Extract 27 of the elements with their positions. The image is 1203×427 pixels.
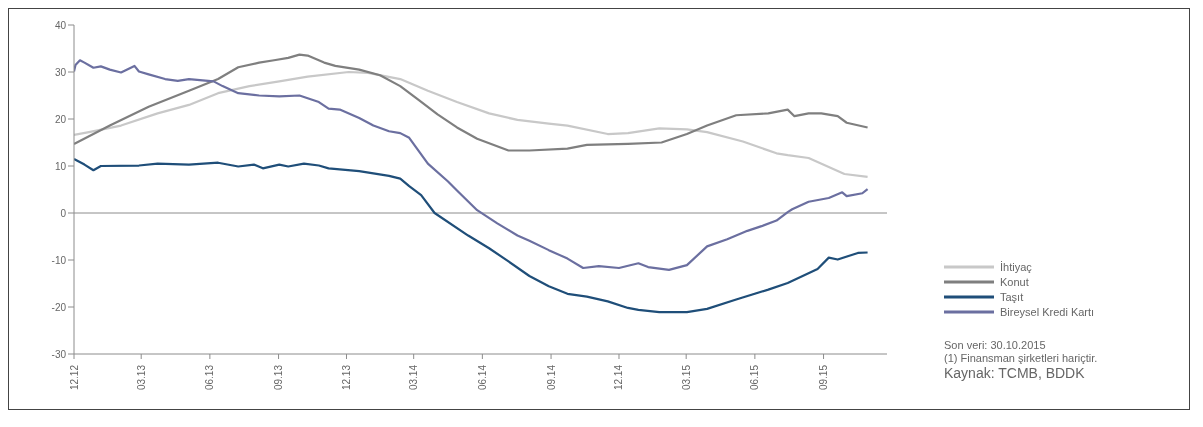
x-tick-label: 03.14 bbox=[408, 364, 420, 391]
y-tick-label: -20 bbox=[51, 301, 67, 313]
y-tick-label: 10 bbox=[54, 160, 67, 172]
x-tick-label: 12.13 bbox=[340, 364, 352, 391]
text: Kaynak: TCMB, BDDK bbox=[944, 365, 1086, 381]
y-tick-label: 0 bbox=[60, 207, 67, 219]
x-tick-label: 12.14 bbox=[613, 364, 625, 391]
legend-label: Taşıt bbox=[1000, 290, 1024, 303]
legend-label: Konut bbox=[1000, 275, 1029, 288]
x-tick-label: 12.12 bbox=[68, 364, 80, 391]
legend-label: Bireysel Kredi Kartı bbox=[1000, 305, 1095, 318]
x-tick-label: 03.13 bbox=[135, 364, 147, 391]
text: Son veri: 30.10.2015 bbox=[944, 339, 1047, 352]
x-tick-label: 03.15 bbox=[680, 364, 692, 391]
x-tick-label: 09.15 bbox=[818, 364, 830, 391]
x-tick-label: 06.13 bbox=[204, 364, 216, 391]
y-tick-label: 30 bbox=[54, 66, 67, 78]
y-tick-label: -30 bbox=[51, 348, 67, 360]
text: (1) Finansman şirketleri hariçtir. bbox=[944, 352, 1098, 365]
y-tick-label: 20 bbox=[54, 113, 67, 125]
x-tick-label: 06.14 bbox=[476, 364, 488, 391]
legend-label: İhtiyaç bbox=[1000, 260, 1032, 273]
x-tick-label: 09.13 bbox=[273, 364, 285, 391]
y-tick-label: 40 bbox=[54, 19, 67, 31]
y-tick-label: -10 bbox=[51, 254, 67, 266]
x-tick-label: 09.14 bbox=[545, 364, 557, 391]
x-tick-label: 06.15 bbox=[749, 364, 761, 391]
